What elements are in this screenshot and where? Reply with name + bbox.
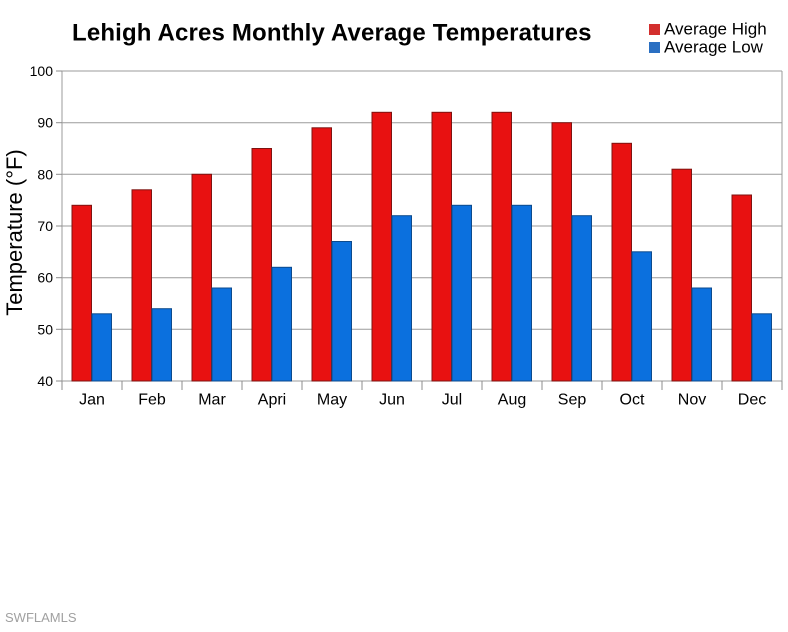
svg-text:60: 60 xyxy=(37,270,53,286)
svg-text:40: 40 xyxy=(37,373,53,389)
svg-text:Sep: Sep xyxy=(558,392,587,409)
svg-text:Aug: Aug xyxy=(498,392,526,409)
svg-text:Mar: Mar xyxy=(198,392,226,409)
svg-text:Lehigh Acres Monthly Average T: Lehigh Acres Monthly Average Temperature… xyxy=(72,20,592,47)
svg-text:Average Low: Average Low xyxy=(664,38,764,57)
svg-text:70: 70 xyxy=(37,218,53,234)
svg-text:Jan: Jan xyxy=(79,392,105,409)
svg-text:May: May xyxy=(317,392,347,409)
svg-text:Nov: Nov xyxy=(678,392,706,409)
svg-text:Temperature (°F): Temperature (°F) xyxy=(2,149,27,316)
svg-text:Feb: Feb xyxy=(138,392,166,409)
svg-text:Apri: Apri xyxy=(258,392,286,409)
svg-text:100: 100 xyxy=(30,63,54,79)
svg-text:80: 80 xyxy=(37,166,53,182)
svg-text:Oct: Oct xyxy=(620,392,645,409)
svg-text:50: 50 xyxy=(37,321,53,337)
svg-text:Jul: Jul xyxy=(442,392,462,409)
svg-text:Jun: Jun xyxy=(379,392,405,409)
svg-text:Average High: Average High xyxy=(664,20,767,39)
svg-text:Dec: Dec xyxy=(738,392,766,409)
svg-text:SWFLAMLS: SWFLAMLS xyxy=(5,610,77,625)
svg-text:90: 90 xyxy=(37,115,53,131)
